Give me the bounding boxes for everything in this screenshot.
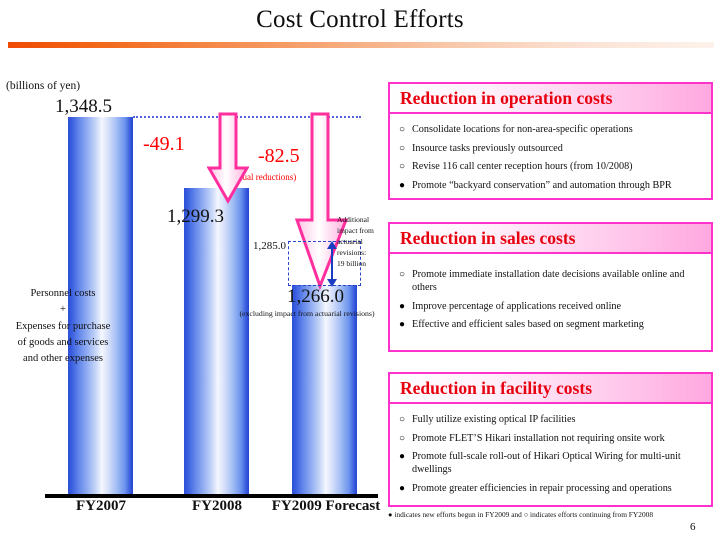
delta-label-fy2008: -49.1 bbox=[143, 133, 185, 155]
list-item-label: Improve percentage of applications recei… bbox=[412, 300, 622, 312]
actuarial-impact-note: Additional impact from actuarial revisio… bbox=[337, 214, 384, 269]
down-arrow-fy2008-icon bbox=[207, 112, 249, 204]
actuarial-reference-value: 1,285.0 bbox=[253, 240, 286, 252]
list-item: ○ Fully utilize existing optical IP faci… bbox=[399, 413, 704, 427]
delta-label-fy2009: -82.5 bbox=[258, 145, 300, 167]
series-description-line: Personnel costs bbox=[30, 288, 96, 299]
list-item-label: Promote immediate installation date deci… bbox=[412, 269, 685, 294]
title-divider bbox=[8, 42, 714, 48]
panel-facility-costs: Reduction in facility costs ○ Fully util… bbox=[388, 372, 713, 507]
list-item-label: Promote full-scale roll-out of Hikari Op… bbox=[412, 451, 681, 476]
panel-operation-title: Reduction in operation costs bbox=[400, 87, 613, 108]
list-item-label: Promote greater efficiencies in repair p… bbox=[412, 482, 672, 494]
bullet-filled-circle-icon: ● bbox=[399, 179, 406, 191]
footnote-text: indicates new efforts begun in FY2009 an… bbox=[394, 510, 654, 519]
bullet-filled-circle-icon: ● bbox=[399, 319, 406, 330]
page-title: Cost Control Efforts bbox=[256, 6, 464, 33]
bullet-circle-icon: ○ bbox=[399, 124, 406, 135]
list-item: ● Effective and efficient sales based on… bbox=[399, 318, 704, 332]
series-description-line: of goods and services bbox=[17, 336, 109, 348]
bar-value-fy2007: 1,348.5 bbox=[55, 96, 112, 117]
legend-footnote: ● indicates new efforts begun in FY2009 … bbox=[388, 510, 718, 519]
panel-operation-body: ○ Consolidate locations for non-area-spe… bbox=[390, 114, 711, 201]
chart-axis-line bbox=[45, 494, 378, 498]
bullet-circle-icon: ○ bbox=[399, 269, 406, 280]
footnote-filled-circle-icon: ● bbox=[388, 510, 393, 519]
actuarial-impact-box bbox=[288, 241, 361, 286]
bar-fy2008 bbox=[184, 188, 249, 494]
bullet-circle-icon: ○ bbox=[399, 161, 406, 172]
list-item: ○ Revise 116 call center reception hours… bbox=[399, 160, 704, 174]
panel-facility-title: Reduction in facility costs bbox=[400, 377, 593, 398]
cost-bar-chart: (billions of yen) 1,348.5 1,299.3 1,266.… bbox=[2, 80, 384, 514]
axis-label-fy2007: FY2007 bbox=[76, 498, 126, 514]
series-description: Personnel costs + Expenses for purchase … bbox=[2, 286, 124, 367]
series-description-line: and other expenses bbox=[23, 353, 103, 365]
list-item: ○ Consolidate locations for non-area-spe… bbox=[399, 123, 704, 137]
list-item: ● Promote full-scale roll-out of Hikari … bbox=[399, 450, 704, 477]
panel-operation-costs: Reduction in operation costs ○ Consolida… bbox=[388, 82, 713, 200]
actuarial-note-line: revisions: bbox=[337, 248, 367, 258]
fy2009-excluding-note: (excluding impact from actuarial revisio… bbox=[239, 309, 375, 318]
list-item-label: Revise 116 call center reception hours (… bbox=[412, 161, 633, 172]
panel-sales-costs: Reduction in sales costs ○ Promote immed… bbox=[388, 222, 713, 352]
list-item: ● Promote greater efficiencies in repair… bbox=[399, 482, 704, 496]
list-item: ○ Insource tasks previously outsourced bbox=[399, 142, 704, 156]
list-item-label: Promote “backyard conservation” and auto… bbox=[412, 179, 672, 191]
panel-operation-header: Reduction in operation costs bbox=[390, 84, 711, 114]
list-item-label: Consolidate locations for non-area-speci… bbox=[412, 124, 633, 135]
page-number: 6 bbox=[690, 521, 696, 533]
panel-sales-header: Reduction in sales costs bbox=[390, 224, 711, 254]
actuarial-note-line: impact from bbox=[337, 226, 374, 236]
list-item: ● Improve percentage of applications rec… bbox=[399, 300, 704, 314]
panel-sales-body: ○ Promote immediate installation date de… bbox=[390, 254, 711, 341]
bullet-filled-circle-icon: ● bbox=[399, 451, 406, 462]
panel-facility-header: Reduction in facility costs bbox=[390, 374, 711, 404]
bullet-filled-circle-icon: ● bbox=[399, 482, 406, 494]
panel-sales-title: Reduction in sales costs bbox=[400, 227, 576, 248]
chart-units-label: (billions of yen) bbox=[6, 80, 81, 92]
bullet-circle-icon: ○ bbox=[399, 414, 406, 425]
delta-label-fy2009-note: (actual reductions) bbox=[229, 172, 297, 182]
axis-label-fy2009: FY2009 Forecast bbox=[271, 498, 381, 514]
bar-value-fy2009: 1,266.0 bbox=[287, 286, 344, 307]
axis-label-fy2008: FY2008 bbox=[192, 498, 242, 514]
list-item-label: Fully utilize existing optical IP facili… bbox=[412, 414, 576, 425]
bar-fy2007 bbox=[68, 117, 133, 494]
list-item: ● Promote “backyard conservation” and au… bbox=[399, 179, 704, 193]
fy2007-reference-line bbox=[133, 116, 361, 118]
series-description-line: + bbox=[60, 304, 66, 316]
bullet-circle-icon: ○ bbox=[399, 432, 406, 444]
bar-fy2009 bbox=[292, 285, 357, 494]
panel-facility-body: ○ Fully utilize existing optical IP faci… bbox=[390, 404, 711, 504]
actuarial-note-line: 19 billion bbox=[337, 259, 366, 269]
list-item-label: Promote FLET’S Hikari installation not r… bbox=[412, 432, 665, 444]
list-item-label: Effective and efficient sales based on s… bbox=[412, 319, 644, 330]
series-description-line: Expenses for purchase bbox=[15, 320, 111, 332]
list-item-label: Insource tasks previously outsourced bbox=[412, 142, 563, 154]
bar-value-fy2008: 1,299.3 bbox=[167, 206, 224, 227]
list-item: ○ Promote immediate installation date de… bbox=[399, 268, 704, 295]
list-item: ○ Promote FLET’S Hikari installation not… bbox=[399, 432, 704, 446]
actuarial-note-line: Additional bbox=[337, 215, 370, 224]
double-arrow-icon bbox=[327, 241, 337, 287]
actuarial-note-line: actuarial bbox=[337, 237, 363, 247]
bullet-filled-circle-icon: ● bbox=[399, 300, 406, 312]
bullet-circle-icon: ○ bbox=[399, 142, 406, 154]
